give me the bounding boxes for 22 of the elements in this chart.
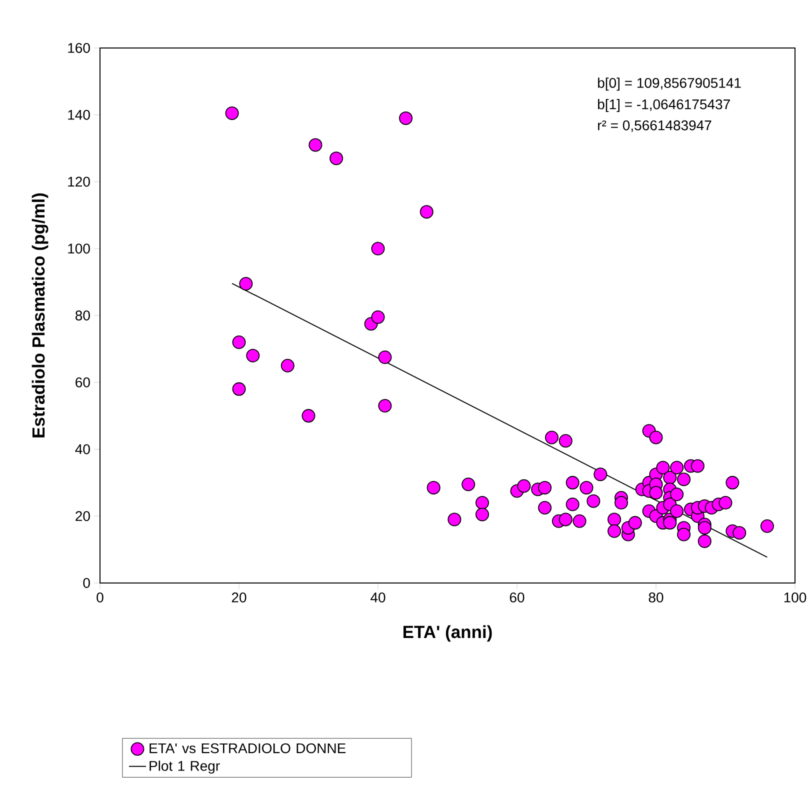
y-tick-label: 20 [76, 511, 90, 522]
y-tick-label: 40 [75, 444, 90, 454]
x-tick-label: 60 [510, 592, 524, 602]
y-tick-label: 160 [68, 43, 90, 53]
y-tick-label: 0 [83, 578, 90, 588]
annotation: r² = 0,5661483947 [598, 120, 712, 132]
annotation: b[1] = -1,0646175437 [598, 99, 730, 112]
x-axis-title: ETA' (anni) [404, 625, 492, 642]
y-axis-title: Estradiolo Plasmatico (pg/ml) [32, 193, 48, 438]
y-tick-label: 60 [76, 377, 90, 388]
annotation: b[0] = 109,8567905141 [598, 78, 741, 91]
legend-label: Plot 1 Regr [150, 760, 220, 774]
legend-label: ETA' vs ESTRADIOLO DONNE [150, 743, 346, 754]
y-tick-label: 100 [68, 244, 90, 254]
y-tick-label: 140 [68, 110, 90, 120]
y-tick-label: 80 [76, 310, 90, 320]
x-tick-label: 20 [232, 592, 246, 602]
x-tick-label: 100 [784, 592, 806, 602]
x-tick-label: 0 [96, 592, 104, 602]
x-tick-label: 40 [370, 592, 386, 602]
x-tick-label: 80 [648, 592, 664, 602]
y-tick-label: 120 [68, 176, 90, 187]
